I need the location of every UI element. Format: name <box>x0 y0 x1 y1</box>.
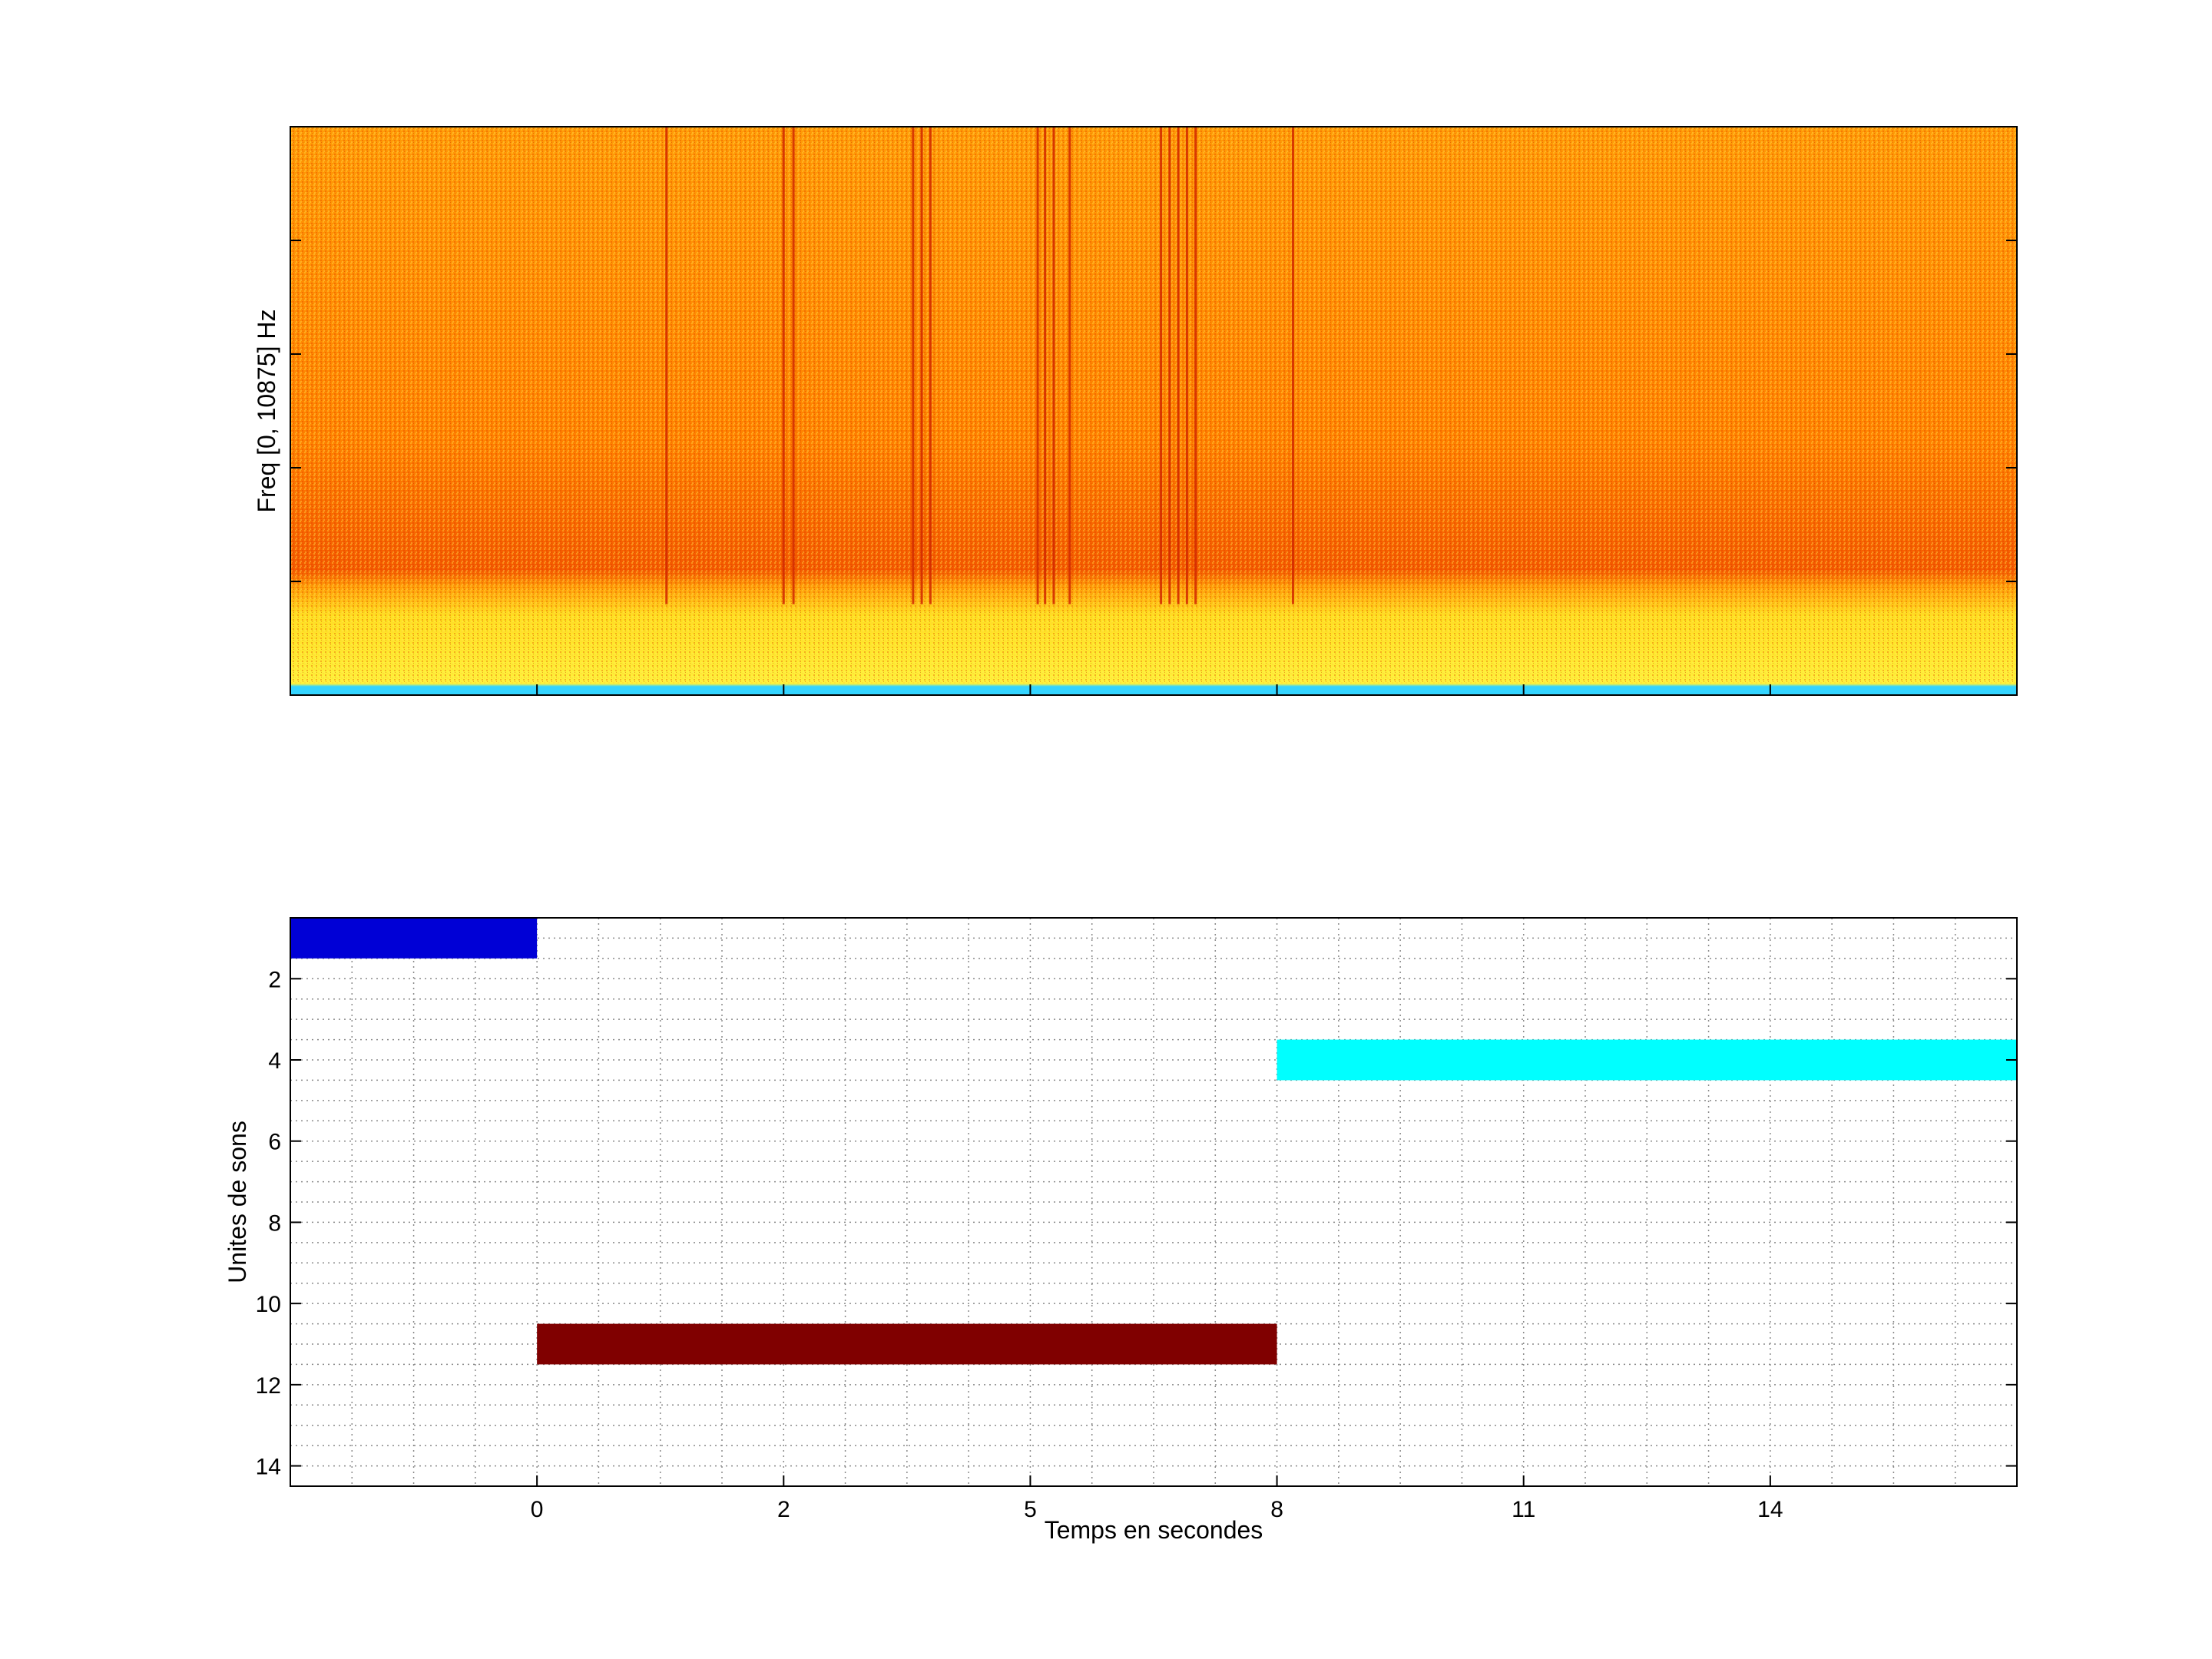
unit-bar-1 <box>290 918 538 959</box>
units-ytick-label: 8 <box>268 1210 281 1236</box>
spectrogram-texture <box>290 127 2017 684</box>
units-ytick-label: 6 <box>268 1130 281 1155</box>
spectrogram-clicks <box>665 127 1294 604</box>
units-x-axis-label: Temps en secondes <box>1045 1516 1263 1544</box>
units-xtick-label: 2 <box>777 1497 790 1522</box>
spectrogram-panel: Freq [0, 10875] Hz <box>253 126 2018 696</box>
units-ticks: 2 4 6 8 10 12 14 0 2 5 8 11 14 <box>256 967 2017 1522</box>
units-panel: 2 4 6 8 10 12 14 0 2 5 8 11 14 Unites de sons Temps … <box>224 917 2018 1544</box>
units-xtick-label: 5 <box>1024 1497 1037 1522</box>
spectrogram-y-axis-label: Freq [0, 10875] Hz <box>253 309 280 512</box>
units-y-axis-label: Unites de sons <box>224 1121 251 1283</box>
spectrogram-frame <box>290 126 2018 696</box>
units-frame <box>290 917 2018 1487</box>
units-xtick-label: 14 <box>1757 1497 1783 1522</box>
spectrogram-ticks <box>290 240 2017 695</box>
unit-bar-11 <box>537 1323 1277 1365</box>
units-xtick-label: 8 <box>1270 1497 1283 1522</box>
units-xtick-label: 11 <box>1512 1497 1535 1522</box>
units-ytick-label: 4 <box>268 1048 281 1074</box>
units-ytick-label: 2 <box>268 967 281 992</box>
units-ytick-label: 10 <box>256 1292 281 1317</box>
units-bars <box>290 918 2017 1365</box>
units-xtick-label: 0 <box>531 1497 544 1522</box>
units-grid <box>290 918 2017 1486</box>
units-ytick-label: 12 <box>256 1373 281 1399</box>
unit-bar-4 <box>1277 1039 2017 1081</box>
units-ytick-label: 14 <box>256 1455 281 1480</box>
